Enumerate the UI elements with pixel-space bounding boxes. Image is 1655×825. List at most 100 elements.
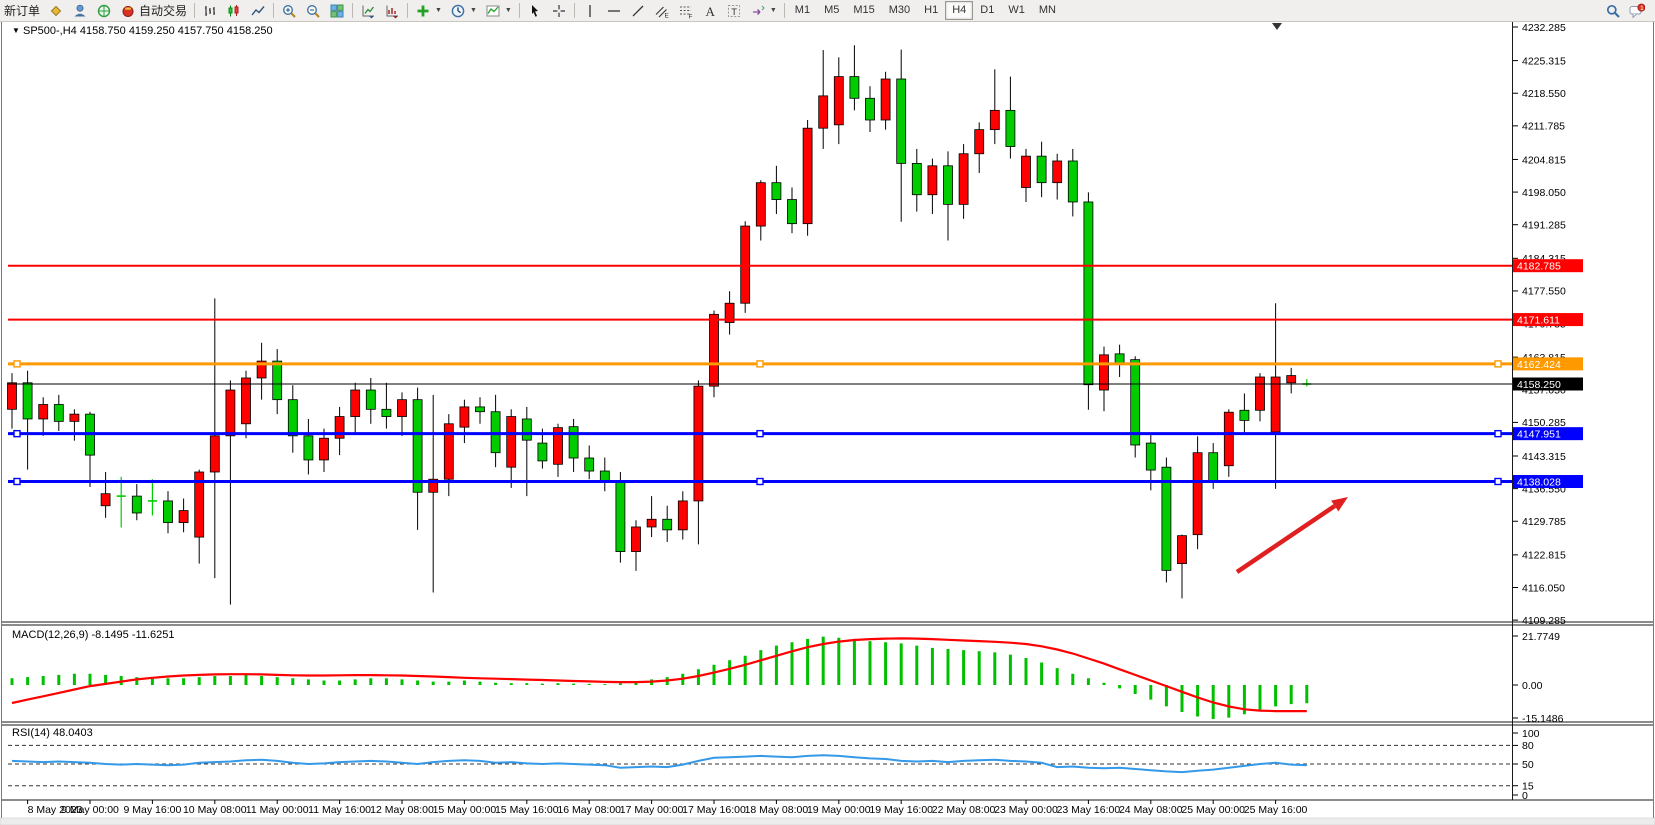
bearish-candle — [22, 382, 33, 420]
cascade-charts-button[interactable] — [380, 1, 404, 20]
trendline-tool-button[interactable] — [626, 1, 650, 20]
svg-text:10 May 08:00: 10 May 08:00 — [183, 804, 247, 816]
tile-windows-button[interactable] — [325, 1, 349, 20]
line-handle[interactable] — [13, 360, 21, 368]
candlestick-chart-button[interactable] — [222, 1, 246, 20]
svg-text:4158.250: 4158.250 — [1517, 379, 1561, 391]
bullish-candle — [443, 423, 454, 480]
macd-name: MACD(12,26,9) — [12, 629, 89, 641]
add-indicator-button[interactable]: ▼ — [411, 1, 446, 20]
horizontal-lines-group[interactable]: 4182.785 4171.611 4162.424 4158.250 4147.951… — [8, 259, 1583, 489]
svg-text:4162.424: 4162.424 — [1517, 359, 1561, 371]
line-handle[interactable] — [1494, 360, 1502, 368]
price-axis[interactable]: 4232.285 4225.315 4218.550 4211.785 4204.815… — [1513, 22, 1566, 627]
svg-text:50: 50 — [1522, 759, 1534, 771]
macd-panel[interactable] — [10, 636, 1309, 719]
line-chart-button[interactable] — [246, 1, 270, 20]
fibonacci-tool-button[interactable]: F — [674, 1, 698, 20]
price-label-badge — [1513, 357, 1583, 371]
rsi-panel[interactable] — [11, 754, 1307, 774]
chevron-down-icon: ▼ — [435, 7, 442, 14]
profile-icon[interactable] — [68, 1, 92, 20]
vertical-line-tool-button[interactable] — [578, 1, 602, 20]
toolbar-separator — [573, 3, 575, 18]
bearish-candle — [787, 199, 797, 225]
chevron-down-icon: ▼ — [769, 7, 777, 14]
bearish-candle — [1130, 359, 1141, 446]
channel-tool-button[interactable]: E — [650, 1, 674, 20]
timeframe-button-h4[interactable]: H4 — [945, 1, 974, 20]
svg-text:18 May 08:00: 18 May 08:00 — [745, 804, 809, 816]
svg-text:16 May 08:00: 16 May 08:00 — [557, 804, 621, 816]
svg-text:4109.285: 4109.285 — [1522, 615, 1566, 627]
bullish-candle — [1052, 160, 1063, 184]
svg-text:4150.285: 4150.285 — [1522, 417, 1566, 429]
bullish-candle — [880, 78, 891, 121]
cursor-tool-button[interactable] — [523, 1, 547, 20]
timeframe-button-h1[interactable]: H1 — [924, 4, 939, 16]
trend-arrow-annotation[interactable] — [1235, 504, 1337, 574]
search-icon[interactable] — [1601, 1, 1625, 20]
market-watch-globe-icon[interactable] — [92, 1, 116, 20]
bullish-candle — [677, 500, 688, 531]
chart-close-value: 4158.250 — [226, 25, 273, 37]
timeframe-button-w1[interactable]: W1 — [1008, 4, 1025, 16]
line-handle[interactable] — [756, 360, 764, 368]
bar-chart-button[interactable] — [198, 1, 222, 20]
svg-text:4147.951: 4147.951 — [1517, 429, 1561, 441]
shapes-tool-button[interactable]: ▼ — [746, 1, 781, 20]
price-label-badge — [1513, 377, 1583, 391]
bearish-candle — [1036, 155, 1047, 184]
timeframe-button-mn[interactable]: MN — [1038, 4, 1056, 16]
bullish-candle — [740, 225, 751, 304]
bullish-candle — [802, 127, 813, 225]
trend-arrow-head[interactable] — [1331, 497, 1348, 512]
svg-text:21.7749: 21.7749 — [1522, 631, 1560, 643]
styler-bucket-icon[interactable] — [44, 1, 68, 20]
bearish-candle — [53, 404, 64, 422]
line-handle[interactable] — [13, 477, 21, 486]
auto-trading-button[interactable]: 自动交易 — [116, 1, 191, 20]
svg-text:4138.028: 4138.028 — [1517, 477, 1561, 489]
horizontal-line-tool-button[interactable] — [602, 1, 626, 20]
line-handle[interactable] — [13, 429, 21, 438]
line-handle[interactable] — [756, 429, 764, 438]
line-handle[interactable] — [1494, 429, 1502, 438]
timeframe-button-m15[interactable]: M15 — [853, 4, 875, 16]
svg-text:4232.285: 4232.285 — [1522, 22, 1566, 34]
timeframe-button-d1[interactable]: D1 — [980, 4, 995, 16]
chart-title-caret-icon[interactable]: ▼ — [12, 26, 20, 35]
bullish-candle — [646, 518, 657, 528]
bullish-candle — [1286, 375, 1297, 384]
label-tool-button[interactable]: T — [722, 1, 746, 20]
period-menu-button[interactable]: ▼ — [446, 1, 481, 20]
timeframe-button-m30[interactable]: M30 — [888, 4, 911, 16]
template-button[interactable]: ▼ — [481, 1, 516, 20]
svg-text:A: A — [705, 4, 715, 19]
bullish-candle — [989, 109, 1000, 131]
bullish-candle — [818, 95, 829, 129]
chart-shift-marker[interactable] — [1272, 23, 1282, 30]
crosshair-tool-button[interactable] — [547, 1, 571, 20]
zoom-in-button[interactable] — [277, 1, 301, 20]
timeframe-button-m5[interactable]: M5 — [824, 4, 840, 16]
bullish-candle — [100, 493, 111, 507]
bearish-candle — [865, 97, 875, 121]
new-order-button[interactable]: 新订单 — [4, 4, 41, 18]
bullish-candle — [506, 416, 517, 468]
text-tool-button[interactable]: A — [698, 1, 722, 20]
zoom-out-button[interactable] — [301, 1, 325, 20]
timeframe-button-m1[interactable]: M1 — [794, 4, 811, 16]
svg-text:9 May 16:00: 9 May 16:00 — [124, 804, 182, 816]
line-handle[interactable] — [1494, 477, 1502, 486]
bullish-candle — [693, 385, 704, 502]
bearish-candle — [568, 426, 579, 459]
svg-text:23 May 16:00: 23 May 16:00 — [1057, 804, 1121, 816]
bullish-candle — [1021, 155, 1031, 188]
notifications-icon[interactable]: 1 — [1625, 1, 1649, 20]
line-handle[interactable] — [756, 477, 764, 486]
arrange-charts-button[interactable] — [356, 1, 380, 20]
